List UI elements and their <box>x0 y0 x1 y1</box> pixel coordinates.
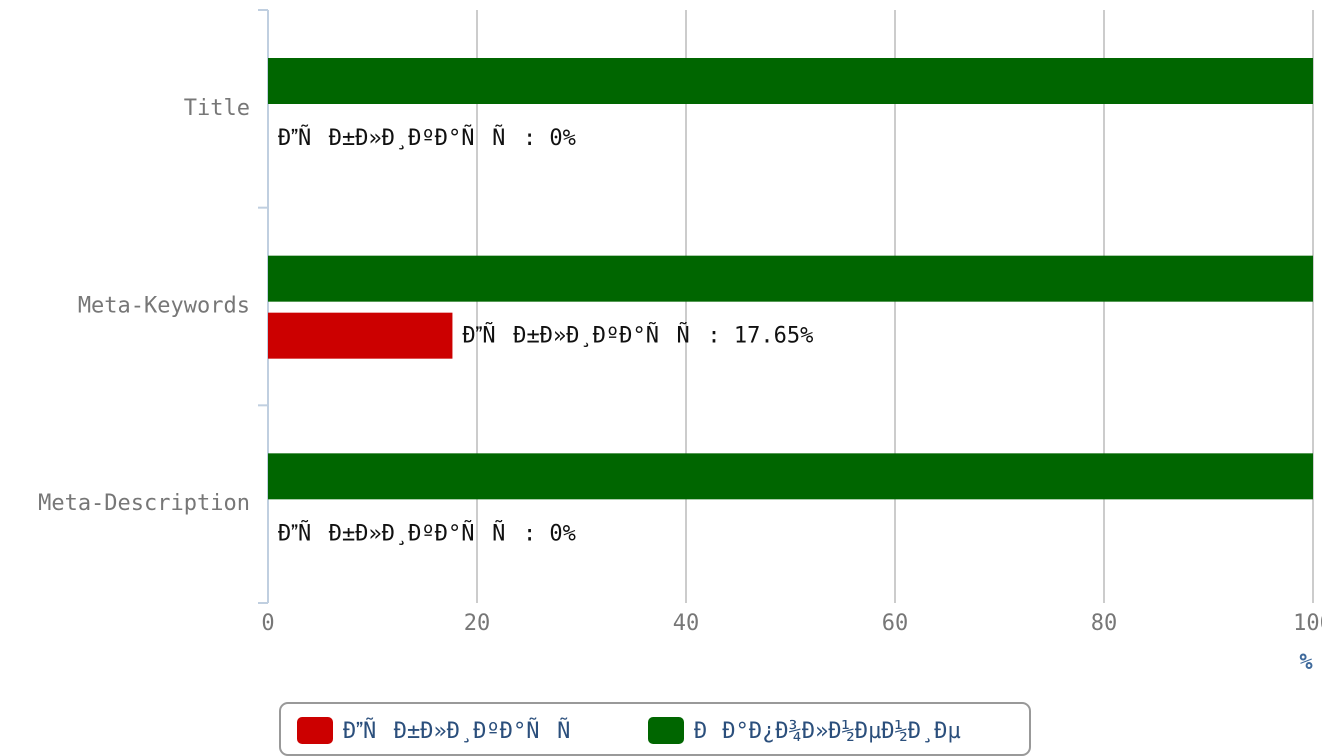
x-tick-label: 0 <box>261 611 274 636</box>
x-tick-label: 60 <box>882 611 909 636</box>
x-axis-label: % <box>1299 650 1313 675</box>
legend-swatch <box>297 717 333 744</box>
legend-label: ÐÐ°Ð¿Ð¾Ð»Ð½ÐµÐ½Ð¸Ðµ <box>694 719 961 744</box>
x-tick-label: 20 <box>464 611 491 636</box>
bar <box>268 58 1313 104</box>
data-label: ÐÑÐ±Ð»Ð¸ÐºÐ°ÑÑ: 17.65% <box>462 322 813 349</box>
bar <box>268 453 1313 500</box>
x-tick-label: 100 <box>1293 611 1322 636</box>
legend-label: ÐÑÐ±Ð»Ð¸ÐºÐ°ÑÑ <box>343 717 588 744</box>
y-tick-label: Title <box>184 96 250 121</box>
x-tick-label: 80 <box>1091 611 1118 636</box>
bar <box>268 312 453 359</box>
data-label: ÐÑÐ±Ð»Ð¸ÐºÐ°ÑÑ: 0% <box>278 519 576 546</box>
x-tick-label: 40 <box>673 611 700 636</box>
data-label: ÐÑÐ±Ð»Ð¸ÐºÐ°ÑÑ: 0% <box>278 124 576 151</box>
bar <box>268 255 1313 302</box>
y-tick-label: Meta-Keywords <box>78 294 250 319</box>
y-tick-label: Meta-Description <box>38 491 250 516</box>
legend-swatch <box>648 717 684 744</box>
